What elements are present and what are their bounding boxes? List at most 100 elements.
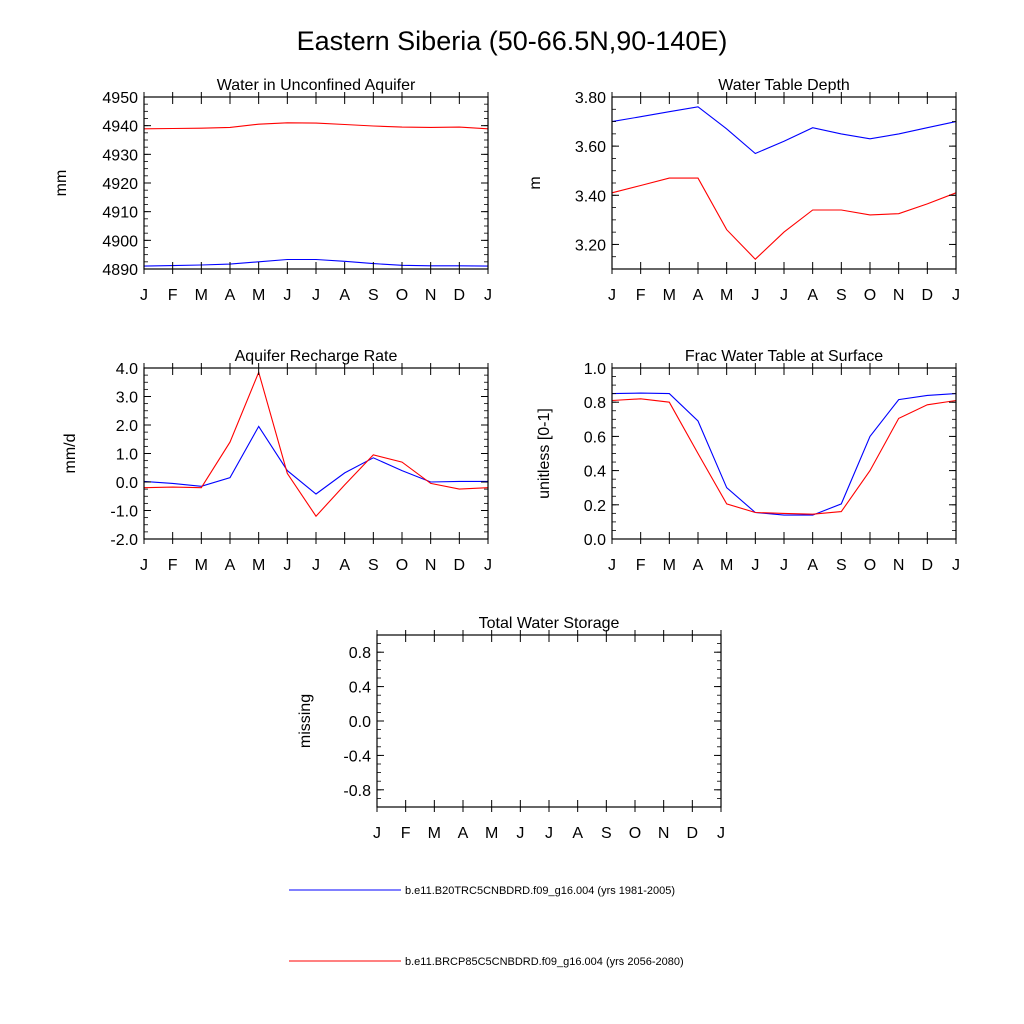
y-tick-label: 2.0 <box>116 418 138 435</box>
y-tick-label: 4910 <box>102 205 138 222</box>
x-tick-label: N <box>658 825 670 842</box>
x-tick-label: J <box>516 825 524 842</box>
x-tick-label: N <box>425 557 437 574</box>
chart-title: Aquifer Recharge Rate <box>235 348 398 365</box>
y-tick-label: -0.8 <box>343 783 371 800</box>
y-tick-label: 1.0 <box>584 361 606 378</box>
x-tick-label: M <box>252 557 265 574</box>
chart-panel: Frac Water Table at Surface unitless [0-1… <box>536 348 960 574</box>
y-tick-label: 0.0 <box>116 475 138 492</box>
y-tick-label: 0.8 <box>584 395 606 412</box>
y-tick-label: -2.0 <box>110 532 138 549</box>
y-tick-label: 0.4 <box>349 680 371 697</box>
x-tick-label: O <box>396 557 408 574</box>
x-tick-label: N <box>893 557 905 574</box>
x-tick-label: J <box>952 557 960 574</box>
plot-frame <box>611 367 957 540</box>
x-tick-label: J <box>140 287 148 304</box>
x-tick-label: M <box>428 825 441 842</box>
x-tick-label: D <box>454 557 466 574</box>
y-axis-label: mm <box>53 170 70 197</box>
series-line <box>143 122 489 130</box>
x-tick-label: J <box>751 557 759 574</box>
chart-title: Water Table Depth <box>718 77 850 94</box>
y-tick-label: 4920 <box>102 176 138 193</box>
x-tick-label: O <box>396 287 408 304</box>
x-tick-label: J <box>312 557 320 574</box>
x-tick-label: M <box>720 557 733 574</box>
series-line <box>611 106 957 155</box>
plot-frame <box>611 96 957 270</box>
x-tick-label: M <box>663 557 676 574</box>
y-tick-label: 4950 <box>102 90 138 107</box>
x-tick-label: J <box>608 557 616 574</box>
plot-frame <box>143 96 489 270</box>
y-tick-label: 0.4 <box>584 464 606 481</box>
x-tick-label: J <box>140 557 148 574</box>
chart-title: Frac Water Table at Surface <box>685 348 883 365</box>
x-tick-label: A <box>339 287 350 304</box>
series-line <box>143 425 488 495</box>
x-tick-label: M <box>252 287 265 304</box>
y-tick-label: 3.40 <box>575 188 606 205</box>
legend: b.e11.B20TRC5CNBDRD.f09_g16.004 (yrs 198… <box>289 885 684 968</box>
x-tick-label: J <box>608 287 616 304</box>
y-tick-label: 0.0 <box>349 714 371 731</box>
x-tick-label: J <box>484 557 492 574</box>
x-tick-label: A <box>225 557 236 574</box>
plot-frame <box>376 634 722 808</box>
x-tick-label: N <box>893 287 905 304</box>
x-tick-label: A <box>693 557 704 574</box>
x-tick-label: M <box>195 557 208 574</box>
x-tick-label: S <box>368 287 379 304</box>
x-tick-label: S <box>836 287 847 304</box>
y-tick-label: 3.20 <box>575 237 606 254</box>
y-tick-label: 1.0 <box>116 447 138 464</box>
x-tick-label: F <box>401 825 411 842</box>
y-tick-label: 4900 <box>102 233 138 250</box>
y-tick-label: -0.4 <box>343 748 371 765</box>
y-axis-label: m <box>527 176 544 189</box>
x-tick-label: J <box>717 825 725 842</box>
x-tick-label: A <box>458 825 469 842</box>
x-tick-label: J <box>484 287 492 304</box>
x-tick-label: D <box>922 557 934 574</box>
x-tick-label: O <box>864 557 876 574</box>
y-tick-label: 0.8 <box>349 645 371 662</box>
x-tick-label: S <box>601 825 612 842</box>
chart-title: Water in Unconfined Aquifer <box>217 77 416 94</box>
legend-label: b.e11.BRCP85C5CNBDRD.f09_g16.004 (yrs 20… <box>405 956 684 968</box>
x-tick-label: N <box>425 287 437 304</box>
x-tick-label: J <box>312 287 320 304</box>
x-tick-label: J <box>373 825 381 842</box>
y-axis-label: mm/d <box>62 434 79 474</box>
x-tick-label: A <box>807 557 818 574</box>
x-tick-label: J <box>283 557 291 574</box>
x-tick-label: J <box>283 287 291 304</box>
x-tick-label: D <box>687 825 699 842</box>
x-tick-label: D <box>922 287 934 304</box>
x-tick-label: J <box>780 557 788 574</box>
x-tick-label: A <box>572 825 583 842</box>
y-tick-label: 0.6 <box>584 429 606 446</box>
x-tick-label: S <box>836 557 847 574</box>
x-tick-label: M <box>485 825 498 842</box>
x-tick-label: D <box>454 287 466 304</box>
x-tick-label: M <box>720 287 733 304</box>
plot-frame <box>143 367 489 540</box>
x-tick-label: J <box>545 825 553 842</box>
figure-title: Eastern Siberia (50-66.5N,90-140E) <box>297 26 728 56</box>
x-tick-label: F <box>636 287 646 304</box>
y-tick-label: -1.0 <box>110 504 138 521</box>
y-tick-label: 3.0 <box>116 390 138 407</box>
chart-title: Total Water Storage <box>479 615 620 632</box>
y-tick-label: 4930 <box>102 147 138 164</box>
legend-label: b.e11.B20TRC5CNBDRD.f09_g16.004 (yrs 198… <box>405 885 675 897</box>
x-tick-label: J <box>780 287 788 304</box>
x-tick-label: M <box>195 287 208 304</box>
x-tick-label: J <box>751 287 759 304</box>
